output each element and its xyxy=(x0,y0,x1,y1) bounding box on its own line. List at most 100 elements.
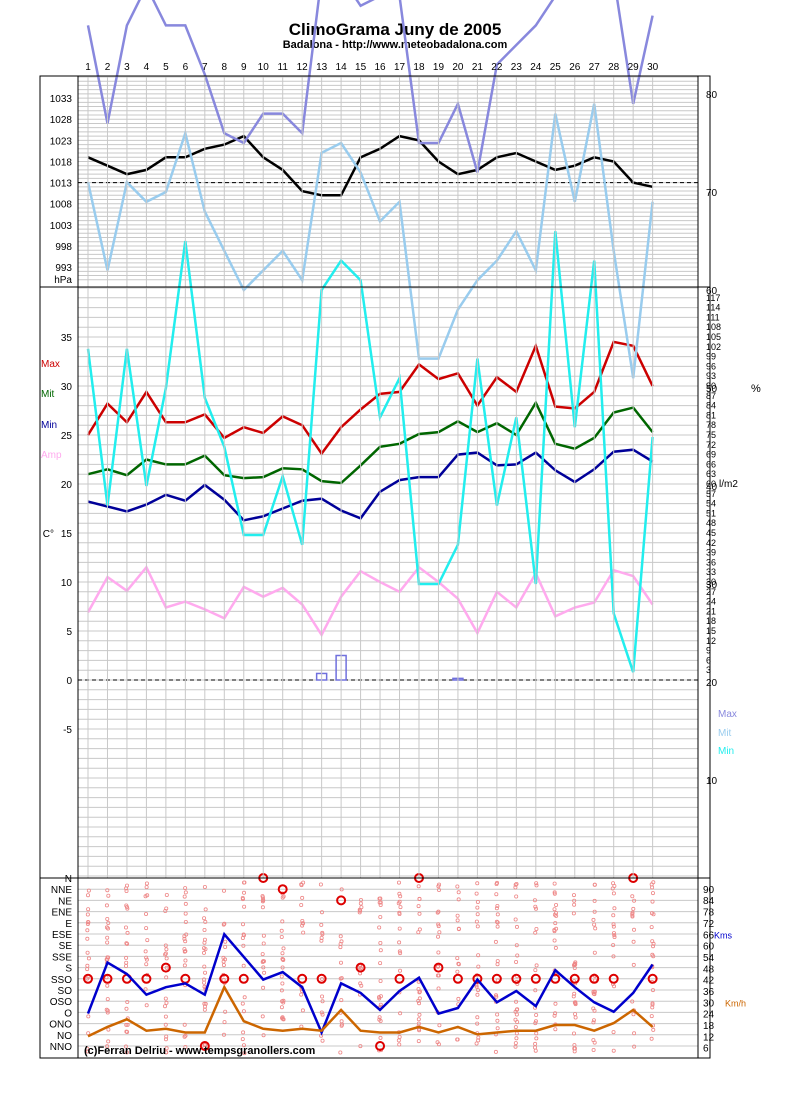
wind-direction-dot xyxy=(261,898,266,903)
wind-direction-dot xyxy=(632,1031,637,1036)
wind-direction-dot xyxy=(318,882,323,887)
temperature-min-line xyxy=(87,448,654,522)
wind-direction-label: ESE xyxy=(52,930,72,941)
wind-direction-dot xyxy=(260,952,265,957)
wind-direction-dot xyxy=(280,981,285,986)
wind-direction-dot xyxy=(591,917,596,922)
wind-direction-dot xyxy=(552,938,557,943)
wind-direction-dot xyxy=(279,988,284,993)
wind-direction-label: ENE xyxy=(51,908,72,919)
wind-direction-dot xyxy=(553,945,558,950)
wind-direction-dot xyxy=(495,1018,500,1023)
prevailing-direction-marker xyxy=(141,973,152,984)
wind-direction-dot xyxy=(358,981,363,986)
wind-direction-dot xyxy=(300,921,305,926)
wind-direction-dot xyxy=(163,1014,168,1019)
wind-direction-dot xyxy=(183,958,188,963)
wind-direction-dot xyxy=(378,1035,383,1040)
humidity-legend-max: Max xyxy=(718,709,737,720)
wind-direction-dot xyxy=(125,930,130,935)
wind-direction-dot xyxy=(338,1050,343,1055)
wind-direction-dot xyxy=(105,935,110,940)
wind-direction-label: S xyxy=(65,964,72,975)
wind-direction-dot xyxy=(358,901,363,906)
wind-direction-dot xyxy=(104,903,109,908)
prevailing-direction-marker xyxy=(647,973,658,984)
wind-direction-dot xyxy=(494,919,499,924)
rain-tick-label: 15 xyxy=(706,626,716,636)
wind-direction-dot xyxy=(105,940,110,945)
wind-direction-dot xyxy=(572,898,577,903)
wind-direction-dot xyxy=(513,1044,518,1049)
humidity-tick-label: 10 xyxy=(706,776,718,787)
wind-direction-dot xyxy=(106,926,111,931)
wind-direction-dot xyxy=(183,949,188,954)
day-tick-label: 1 xyxy=(85,62,91,73)
wind-direction-dot xyxy=(125,883,130,888)
wind-direction-dot xyxy=(455,1037,460,1042)
wind-direction-dot xyxy=(631,939,636,944)
wind-direction-dot xyxy=(592,882,597,887)
wind-direction-dot xyxy=(299,992,304,997)
wind-direction-dot xyxy=(223,945,228,950)
wind-direction-dot xyxy=(397,891,402,896)
wind-direction-dot xyxy=(632,1044,637,1049)
wind-direction-dot xyxy=(611,954,616,959)
rain-tick-label: 99 xyxy=(706,352,716,362)
prevailing-direction-marker xyxy=(355,962,366,973)
wind-direction-dot xyxy=(494,994,499,999)
wind-direction-dot xyxy=(591,1048,596,1053)
wind-direction-dot xyxy=(416,904,421,909)
rain-tick-label: 69 xyxy=(706,450,716,460)
wind-direction-dot xyxy=(86,1014,91,1019)
wind-direction-dot xyxy=(144,962,149,967)
wind-direction-dot xyxy=(417,1001,422,1006)
wind-direction-dot xyxy=(611,881,616,886)
rain-tick-label: 111 xyxy=(706,312,720,322)
wind-speed-line xyxy=(86,931,654,1036)
wind-direction-dot xyxy=(553,1001,558,1006)
wind-direction-dot xyxy=(417,911,422,916)
wind-direction-dot xyxy=(279,935,284,940)
wind-direction-dot xyxy=(552,881,557,886)
prevailing-direction-marker xyxy=(160,962,171,973)
wind-direction-dot xyxy=(649,1036,654,1041)
rain-tick-label: 66 xyxy=(706,459,716,469)
temperature-tick-label: -5 xyxy=(63,725,72,736)
pressure-tick-label: 1008 xyxy=(50,200,73,211)
wind-direction-dot xyxy=(437,930,442,935)
rain-tick-label: 3 xyxy=(706,665,711,675)
wind-direction-dot xyxy=(164,1050,169,1055)
wind-direction-dot xyxy=(182,894,187,899)
wind-direction-dot xyxy=(377,896,382,901)
wind-tick-label: 42 xyxy=(703,976,715,987)
temperature-tick-label: 20 xyxy=(61,480,73,491)
pressure-tick-label: 1028 xyxy=(50,115,73,126)
wind-direction-dot xyxy=(475,905,480,910)
wind-direction-dot xyxy=(573,1000,578,1005)
wind-direction-dot xyxy=(86,907,91,912)
wind-direction-dot xyxy=(201,946,206,951)
pressure-unit-label: hPa xyxy=(54,275,72,286)
wind-direction-dot xyxy=(495,959,500,964)
day-tick-label: 19 xyxy=(433,62,445,73)
day-tick-label: 25 xyxy=(550,62,562,73)
wind-direction-dot xyxy=(164,956,169,961)
wind-direction-dot xyxy=(533,930,538,935)
wind-direction-dot xyxy=(105,917,110,922)
wind-direction-dot xyxy=(455,913,460,918)
wind-direction-dot xyxy=(612,984,617,989)
wind-direction-dot xyxy=(573,1015,578,1020)
wind-direction-dot xyxy=(513,1017,518,1022)
rain-tick-label: 18 xyxy=(706,616,716,626)
wind-direction-label: OSO xyxy=(50,997,72,1008)
wind-direction-dot xyxy=(455,918,460,923)
wind-direction-dot xyxy=(203,970,208,975)
wind-direction-dot xyxy=(417,897,422,902)
wind-direction-dot xyxy=(475,881,480,886)
rain-tick-label: 102 xyxy=(706,342,721,352)
wind-direction-dot xyxy=(513,882,518,887)
wind-direction-dot xyxy=(164,893,169,898)
wind-direction-dot xyxy=(202,1007,207,1012)
